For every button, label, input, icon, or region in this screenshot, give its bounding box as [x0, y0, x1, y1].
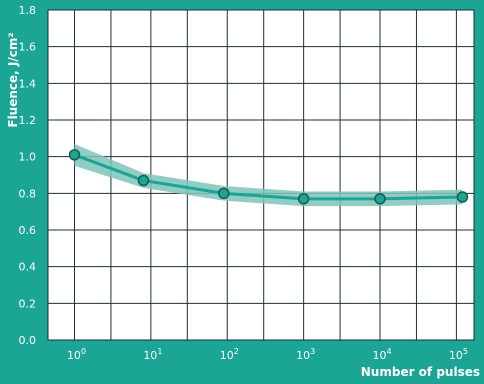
y-tick-label: 1.4	[19, 77, 37, 90]
data-point	[297, 193, 310, 205]
data-point	[456, 191, 469, 203]
y-tick-label: 1.2	[19, 114, 37, 127]
x-tick-label: 100	[67, 347, 86, 362]
y-tick-label: 1.8	[19, 4, 37, 17]
y-tick-label: 0.6	[19, 224, 37, 237]
x-tick-label: 103	[296, 347, 315, 362]
y-tick-label: 1.0	[19, 151, 37, 164]
data-point	[218, 187, 230, 200]
data-point	[374, 193, 386, 205]
x-tick-label: 105	[449, 347, 468, 362]
y-axis-label: Fluence, J/cm²	[6, 32, 20, 127]
x-tick-label: 102	[220, 347, 239, 362]
x-axis-label: Number of pulses	[361, 365, 480, 379]
y-tick-label: 0.0	[19, 334, 37, 347]
y-tick-label: 0.4	[19, 261, 37, 274]
x-tick-label: 101	[143, 347, 162, 362]
series-line	[73, 153, 463, 201]
x-tick-label: 104	[372, 347, 391, 362]
confidence-band	[74, 143, 463, 207]
y-tick-label: 1.6	[19, 41, 37, 54]
y-tick-label: 0.2	[19, 297, 37, 310]
plot-frame	[47, 9, 475, 341]
data-point	[68, 149, 81, 161]
data-point	[137, 174, 150, 187]
y-tick-label: 0.8	[19, 187, 37, 200]
